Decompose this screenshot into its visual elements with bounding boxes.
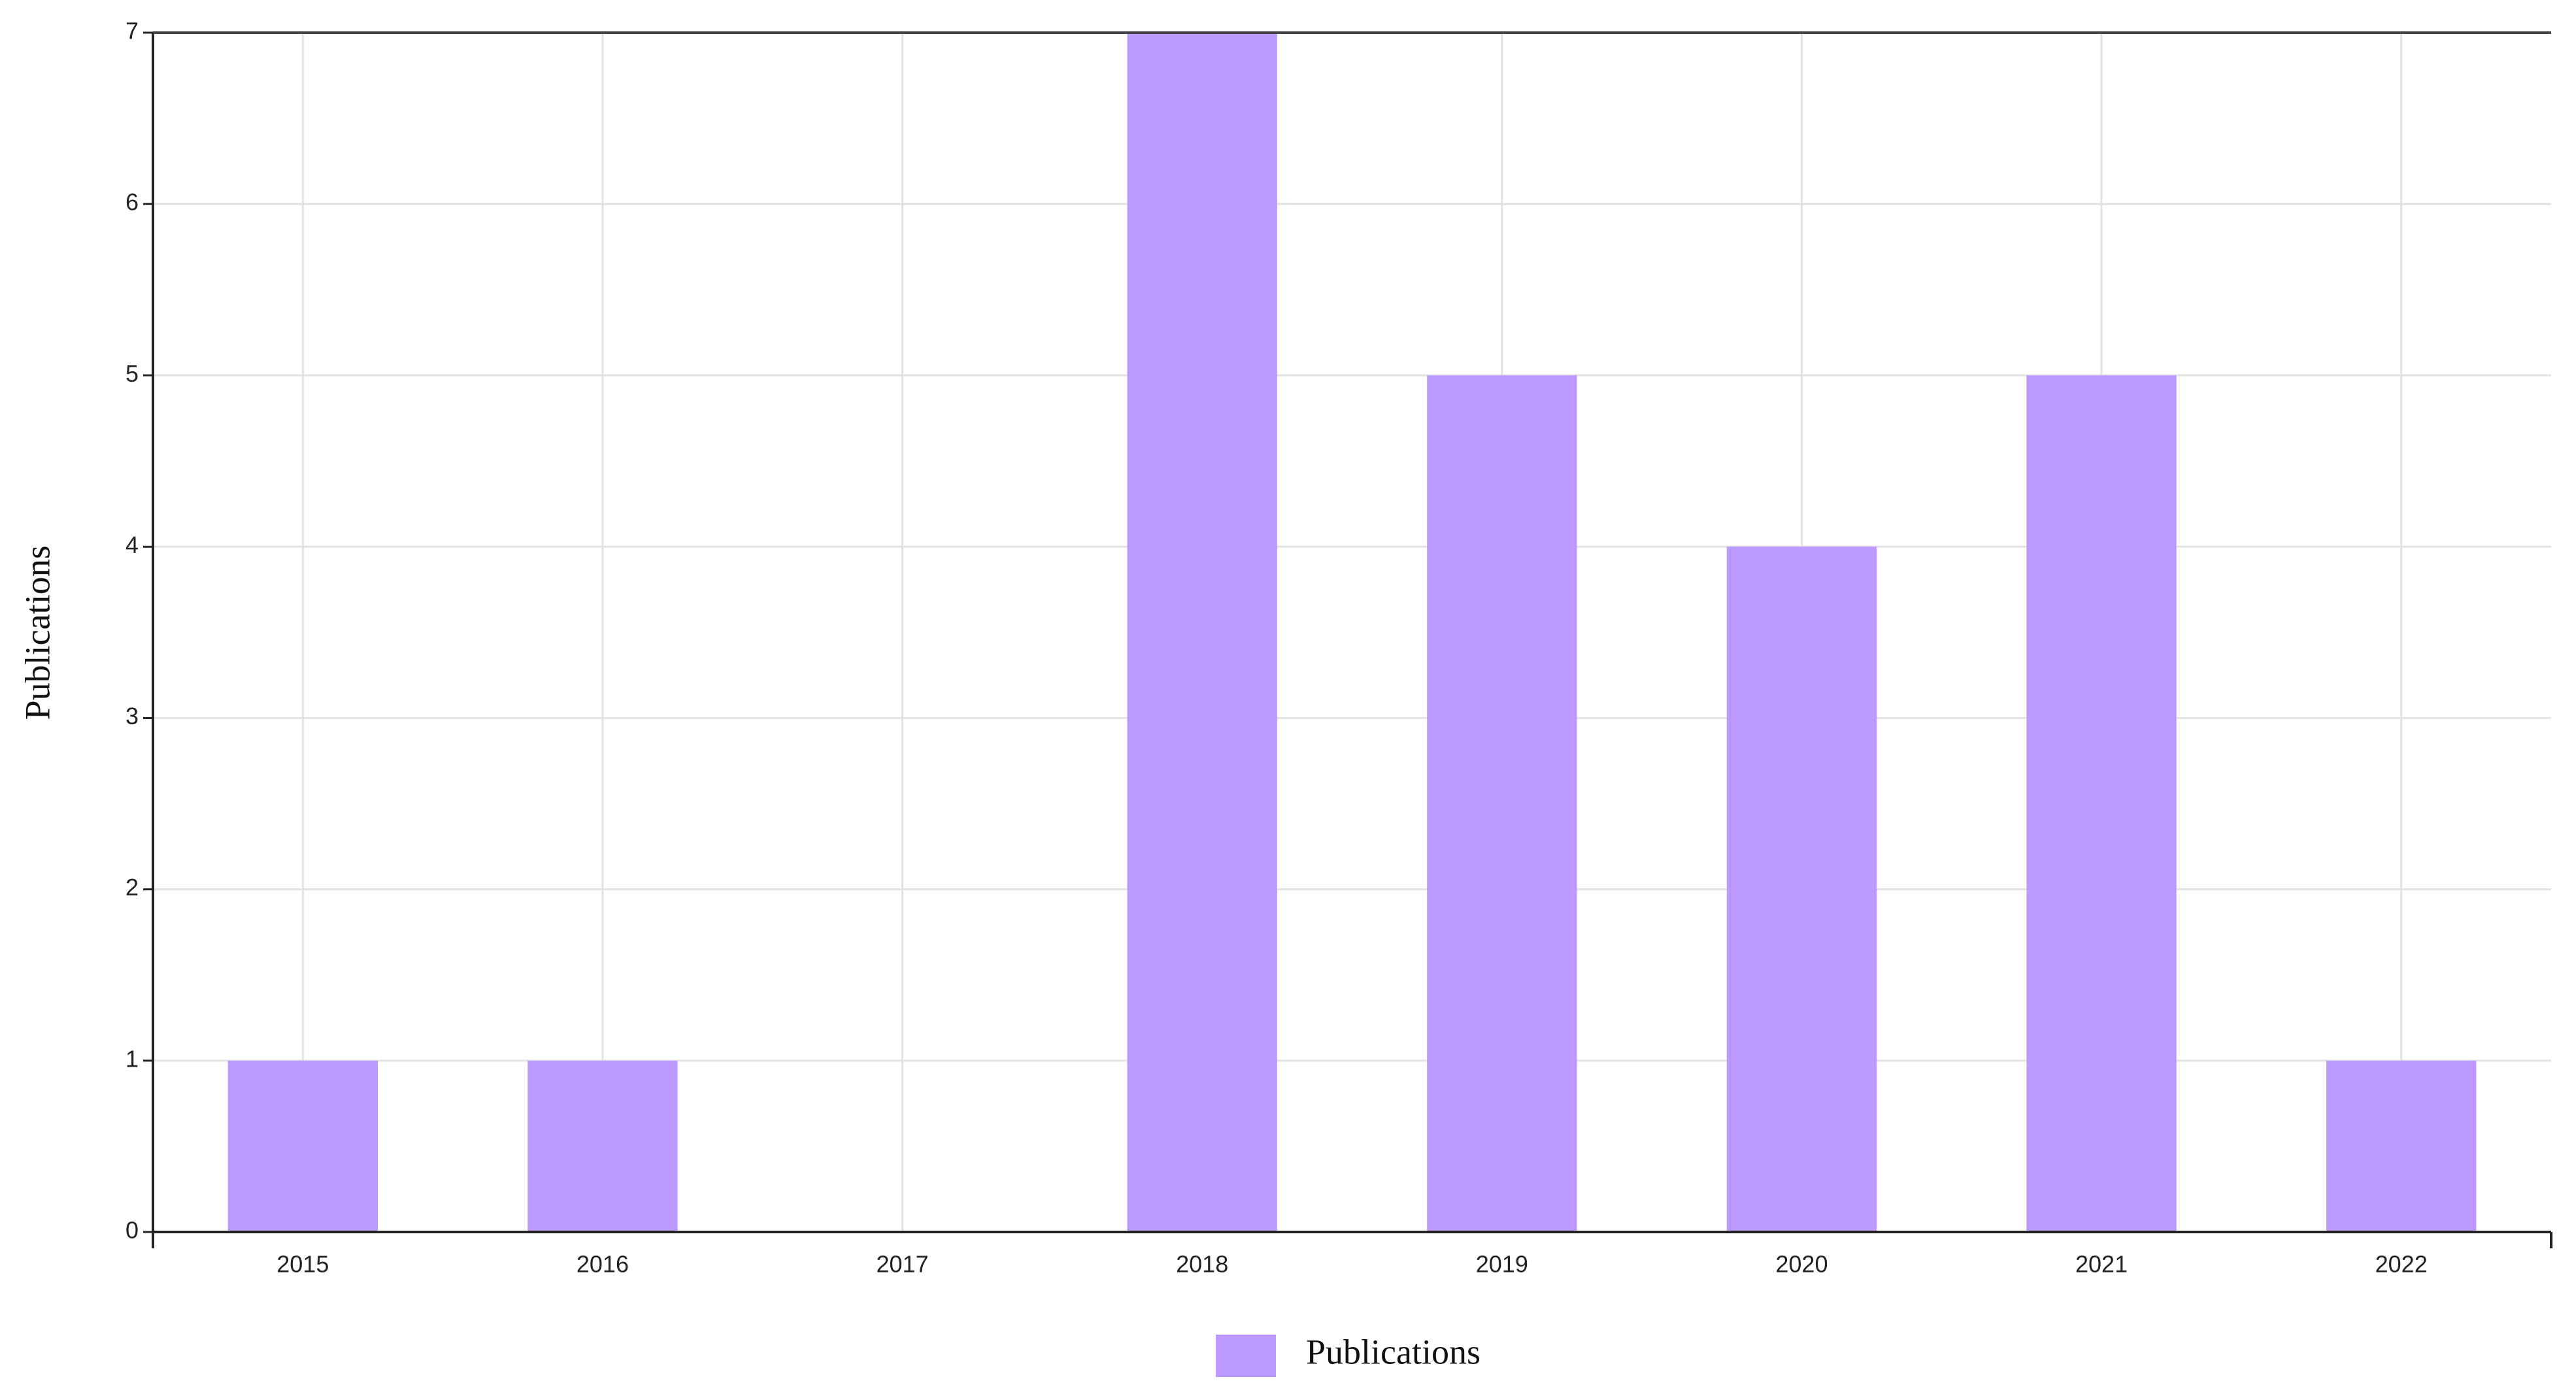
x-tick-label: 2021 (2075, 1251, 2128, 1278)
x-tick-label: 2020 (1775, 1251, 1828, 1278)
bar (1127, 33, 1277, 1232)
bar (2326, 1060, 2477, 1232)
x-tick-label: 2016 (577, 1251, 629, 1278)
y-tick-label: 6 (125, 189, 139, 216)
x-tick-label: 2017 (877, 1251, 929, 1278)
y-tick-label: 5 (125, 360, 139, 387)
y-tick-label: 7 (125, 18, 139, 44)
y-tick-label: 1 (125, 1045, 139, 1072)
bar (1427, 375, 1577, 1233)
y-axis-label: Publications (18, 546, 57, 720)
y-tick-label: 0 (125, 1217, 139, 1244)
x-tick-label: 2019 (1476, 1251, 1528, 1278)
legend-label: Publications (1306, 1332, 1480, 1371)
bar (527, 1060, 678, 1232)
y-tick-label: 3 (125, 703, 139, 729)
x-tick-label: 2022 (2375, 1251, 2428, 1278)
y-tick-label: 2 (125, 874, 139, 901)
bar (227, 1060, 378, 1232)
legend-swatch (1216, 1335, 1276, 1377)
x-tick-label: 2015 (276, 1251, 329, 1278)
bar (1726, 546, 1877, 1232)
y-tick-label: 4 (125, 531, 139, 558)
x-tick-label: 2018 (1176, 1251, 1228, 1278)
bar (2026, 375, 2177, 1233)
